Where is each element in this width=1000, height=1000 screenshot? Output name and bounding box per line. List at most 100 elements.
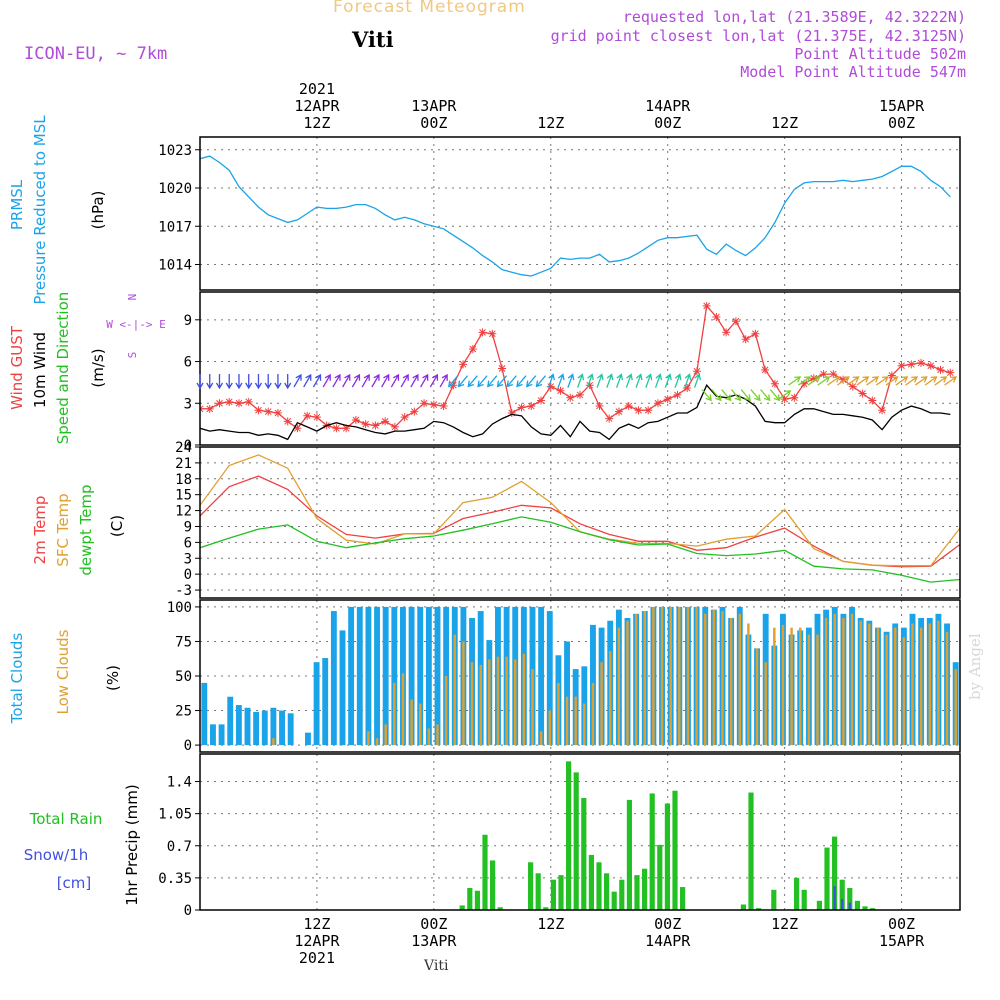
bottom-time-label: 13APR <box>411 932 457 950</box>
wind-arrow <box>576 373 585 388</box>
wind-arrow-shape <box>866 376 880 386</box>
clouds-bar <box>937 620 940 746</box>
wind-arrow-shape <box>730 389 742 402</box>
wind-arrow <box>264 374 272 390</box>
wind-arrow <box>701 389 712 402</box>
wind-arrow-shape <box>284 374 292 390</box>
wind-arrow-shape <box>332 373 341 388</box>
wind-arrow-shape <box>312 373 322 388</box>
precip-bar <box>490 860 496 910</box>
wind-arrow <box>486 375 498 388</box>
precip-bar <box>573 772 579 910</box>
clouds-bar <box>391 606 398 746</box>
wind-arrow <box>769 389 781 402</box>
y-tick-label: 0 <box>184 903 192 919</box>
wind-arrow <box>836 376 850 386</box>
clouds-bar <box>253 711 260 746</box>
y-tick-label: 50 <box>175 669 192 685</box>
precip-bar <box>482 834 488 910</box>
gust-marker <box>546 382 555 391</box>
precip-bar <box>657 844 663 910</box>
wind-arrow <box>429 373 439 388</box>
wind-arrow <box>721 389 732 402</box>
wind-arrow <box>235 374 243 390</box>
y-tick-label: 1014 <box>158 258 192 274</box>
precip-bar <box>848 902 851 910</box>
y-tick-label: 1.4 <box>167 775 192 791</box>
clouds-bar <box>531 669 534 746</box>
wind-arrow <box>750 389 761 402</box>
clouds-bar <box>408 606 415 746</box>
gust-marker <box>439 402 448 411</box>
clouds-bar <box>833 613 837 746</box>
gust-marker <box>293 424 302 433</box>
station-name: Viti <box>352 27 394 52</box>
wind-arrow-shape <box>264 374 272 390</box>
wind-10m-label: 10m Wind <box>31 332 49 408</box>
clouds-bar <box>652 606 655 746</box>
wind-arrow-shape <box>674 373 682 388</box>
compass-s: S <box>126 352 139 359</box>
top-time-label: 00Z <box>888 114 915 132</box>
top-time-label: 14APR <box>645 97 691 115</box>
wind-arrow <box>547 373 555 388</box>
gust-marker <box>420 399 429 408</box>
gust-marker <box>936 365 945 374</box>
precip-bar <box>611 891 617 910</box>
precip-frame <box>199 753 961 911</box>
precip-bar <box>801 889 807 910</box>
wind-arrow <box>664 373 672 388</box>
wind-arrow-shape <box>645 373 653 388</box>
wind-arrow <box>866 376 880 386</box>
precip-bar <box>841 898 844 910</box>
y-tick-label: -3 <box>175 583 192 599</box>
clouds-bar <box>583 703 586 746</box>
clouds-bar <box>513 659 517 746</box>
precip-bar <box>870 908 876 910</box>
top-time-label: 15APR <box>879 97 925 115</box>
temp-unit: (C) <box>108 515 126 537</box>
model-name: ICON-EU, ~ 7km <box>24 44 168 64</box>
clouds-bar <box>227 696 234 746</box>
wind-arrow-shape <box>934 376 948 386</box>
gust-marker <box>478 328 487 337</box>
temp-frame <box>199 446 961 599</box>
precip-bar <box>832 836 838 910</box>
wind-arrow <box>856 376 870 386</box>
wind-data <box>200 301 955 441</box>
gust-marker <box>653 399 662 408</box>
clouds-bar <box>643 611 647 746</box>
gust-marker <box>878 406 887 415</box>
y-tick-label: 24 <box>175 440 192 456</box>
top-time-label: 00Z <box>654 114 681 132</box>
gust-marker <box>371 421 380 430</box>
wind-arrow-shape <box>293 373 302 388</box>
y-tick-label: 0 <box>184 438 192 454</box>
wind-arrow-shape <box>701 389 712 402</box>
y-tick-label: 3 <box>184 396 192 412</box>
clouds-bar <box>218 724 225 746</box>
wind-arrow <box>215 374 224 390</box>
clouds-bar <box>356 606 363 746</box>
wind-arrow <box>535 375 547 388</box>
precip-bar <box>672 790 678 910</box>
wind-arrow-shape <box>245 374 253 390</box>
precip-snow-label: Snow/1h <box>24 846 89 864</box>
gust-marker <box>381 417 390 426</box>
wind-arrow <box>905 376 919 386</box>
clouds-bar <box>600 662 603 746</box>
wind-arrow-shape <box>410 373 419 388</box>
gust-marker <box>848 382 857 391</box>
clouds-frame <box>199 599 961 753</box>
clouds-bar <box>773 627 776 746</box>
wind-arrow <box>525 375 537 388</box>
wind-arrow-shape <box>875 376 889 386</box>
wind-arrow-shape <box>846 376 860 386</box>
y-tick-label: 0.35 <box>158 871 192 887</box>
temp-series-line <box>200 475 960 568</box>
wind-arrow-shape <box>342 373 351 388</box>
wind-arrow-shape <box>615 373 624 388</box>
gust-marker <box>634 406 643 415</box>
gust-marker <box>498 364 507 373</box>
